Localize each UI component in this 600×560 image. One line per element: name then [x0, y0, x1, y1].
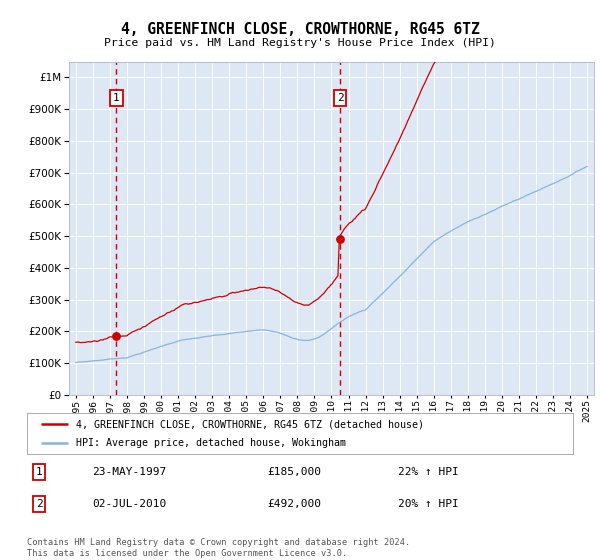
Text: 2: 2	[35, 499, 43, 509]
Text: Contains HM Land Registry data © Crown copyright and database right 2024.
This d: Contains HM Land Registry data © Crown c…	[27, 538, 410, 558]
Text: HPI: Average price, detached house, Wokingham: HPI: Average price, detached house, Woki…	[76, 438, 346, 447]
Text: £185,000: £185,000	[267, 468, 321, 477]
Text: 20% ↑ HPI: 20% ↑ HPI	[398, 499, 459, 509]
Text: 4, GREENFINCH CLOSE, CROWTHORNE, RG45 6TZ: 4, GREENFINCH CLOSE, CROWTHORNE, RG45 6T…	[121, 22, 479, 38]
Text: 1: 1	[113, 93, 120, 103]
Text: 02-JUL-2010: 02-JUL-2010	[92, 499, 167, 509]
Point	[335, 234, 345, 243]
Text: 4, GREENFINCH CLOSE, CROWTHORNE, RG45 6TZ (detached house): 4, GREENFINCH CLOSE, CROWTHORNE, RG45 6T…	[76, 419, 424, 429]
Text: 22% ↑ HPI: 22% ↑ HPI	[398, 468, 459, 477]
Text: Price paid vs. HM Land Registry's House Price Index (HPI): Price paid vs. HM Land Registry's House …	[104, 38, 496, 48]
Point	[112, 332, 121, 340]
Text: 1: 1	[35, 468, 43, 477]
Text: 23-MAY-1997: 23-MAY-1997	[92, 468, 167, 477]
Text: 2: 2	[337, 93, 343, 103]
Text: £492,000: £492,000	[267, 499, 321, 509]
